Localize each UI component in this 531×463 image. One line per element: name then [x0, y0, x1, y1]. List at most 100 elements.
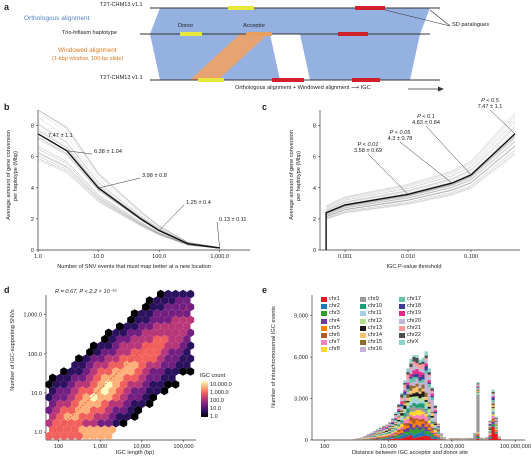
histogram-segment: [409, 420, 413, 424]
legend-value: 1.0: [210, 414, 218, 420]
hex-bin: [127, 380, 135, 389]
sd-pointer-line: [429, 9, 451, 27]
hex-bin: [101, 386, 109, 396]
histogram-segment: [378, 430, 383, 432]
hex-bin: [78, 412, 87, 421]
hex-bin: [123, 399, 131, 409]
histogram-segment: [418, 432, 422, 437]
hex-bin: [93, 373, 102, 383]
haplotype-trace: [326, 152, 516, 219]
histogram-segment: [385, 429, 389, 431]
histogram-segment: [409, 423, 413, 429]
histogram-segment: [436, 435, 440, 437]
histogram-segment: [388, 422, 392, 423]
histogram-segment: [375, 437, 380, 439]
legend-title: IGC count: [200, 373, 226, 379]
histogram-segment: [424, 400, 428, 402]
histogram-segment: [436, 423, 440, 425]
histogram-segment: [391, 437, 395, 439]
histogram-segment: [385, 433, 389, 435]
haplotype-trace: [326, 131, 516, 213]
histogram-segment: [424, 359, 428, 364]
histogram-segment: [491, 397, 495, 401]
histogram-segment: [381, 426, 386, 428]
histogram-segment: [494, 423, 498, 425]
acceptor-label: Acceptor: [243, 23, 266, 29]
histogram-segment: [406, 368, 410, 373]
histogram-segment: [412, 385, 416, 389]
histogram-segment: [418, 380, 422, 384]
haplotype-trace: [326, 137, 516, 215]
histogram-segment: [400, 404, 404, 407]
histogram-segment: [394, 416, 398, 418]
histogram-segment: [397, 428, 401, 430]
histogram-segment: [491, 425, 495, 427]
histogram-segment: [436, 438, 440, 440]
histogram-segment: [421, 396, 425, 401]
histogram-segment: [421, 379, 425, 383]
histogram-segment: [488, 429, 492, 431]
hex-bin: [160, 309, 169, 318]
y-tick-label: 4: [313, 186, 316, 192]
histogram-segment: [409, 435, 413, 440]
hex-bin: [60, 431, 68, 441]
hex-bin: [90, 341, 98, 350]
hex-bin: [179, 367, 187, 376]
histogram-segment: [467, 438, 471, 440]
hex-bin: [160, 334, 169, 344]
histogram-segment: [418, 398, 422, 402]
annotation-leader: [399, 141, 453, 184]
histogram-segment: [494, 433, 498, 434]
histogram-segment: [403, 431, 407, 434]
histogram-segment: [415, 369, 419, 374]
hex-bin: [78, 386, 87, 396]
hex-bin: [186, 315, 195, 325]
histogram-segment: [375, 433, 380, 434]
hex-bin: [179, 354, 187, 363]
hex-bin: [52, 393, 61, 402]
legend-swatch-chr9: [360, 297, 366, 302]
hex-bin: [67, 405, 76, 415]
histogram-segment: [400, 429, 404, 431]
hex-bin: [90, 380, 98, 389]
histogram-segment: [397, 432, 401, 435]
histogram-segment: [403, 418, 407, 421]
hex-bin: [67, 393, 76, 402]
histogram-segment: [391, 434, 395, 436]
histogram-segment: [397, 421, 401, 423]
histogram-segment: [491, 418, 495, 421]
histogram-segment: [397, 435, 401, 438]
histogram-segment: [409, 415, 413, 417]
sd-segment-mid-red: [338, 32, 368, 36]
x-tick-label: 100: [320, 444, 329, 450]
y-tick-label: 2: [31, 217, 34, 223]
y-tick-label: 0: [313, 248, 316, 254]
histogram-segment: [378, 427, 383, 429]
panel-b-label: b: [4, 102, 10, 112]
haplotype-trace: [326, 150, 516, 219]
sd-segment-bottom-red: [352, 78, 380, 82]
histogram-segment: [378, 437, 383, 439]
windowed-label-1: Windowed alignment: [58, 47, 117, 54]
histogram-segment: [375, 435, 380, 437]
histogram-segment: [415, 373, 419, 378]
hex-bin: [123, 412, 131, 421]
hex-bin: [168, 360, 176, 370]
histogram-segment: [430, 397, 434, 401]
hex-bin: [160, 322, 169, 331]
histogram-segment: [406, 416, 410, 419]
histogram-segment: [427, 424, 431, 428]
hex-bin: [75, 367, 83, 376]
histogram-segment: [412, 388, 416, 394]
histogram-segment: [415, 398, 419, 405]
histogram-segment: [424, 408, 428, 411]
legend-label-chr14: chr14: [368, 332, 382, 338]
histogram-segment: [400, 430, 404, 433]
histogram-segment: [415, 386, 419, 393]
hex-bin: [116, 334, 124, 344]
hex-bin: [104, 341, 113, 350]
legend-swatch-chrX: [399, 340, 405, 346]
legend-swatch-chr6: [321, 333, 327, 338]
histogram-segment: [494, 431, 498, 432]
histogram-segment: [412, 402, 416, 407]
